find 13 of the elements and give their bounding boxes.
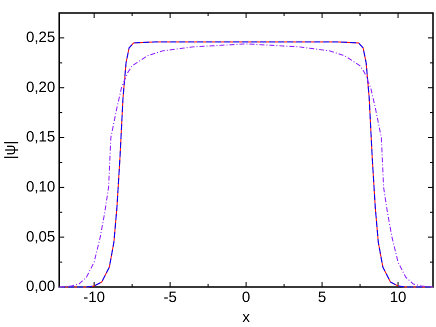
x-tick-label: -10 (83, 289, 105, 306)
x-tick-label: 5 (318, 289, 326, 306)
y-tick-label: 0,15 (26, 128, 56, 146)
y-tick-label: 0,20 (26, 78, 56, 96)
y-tick-label: 0,25 (26, 29, 56, 46)
x-tick-label: -5 (163, 289, 177, 306)
x-tick-label: 0 (242, 289, 250, 306)
x-tick-label: 10 (390, 289, 406, 306)
x-axis-title: x (242, 309, 250, 326)
y-tick-label: 0,00 (26, 278, 56, 296)
y-tick-label: 0,05 (26, 228, 56, 246)
y-axis-title: |ψ| (2, 140, 20, 160)
y-tick-label: 0,10 (26, 178, 56, 196)
